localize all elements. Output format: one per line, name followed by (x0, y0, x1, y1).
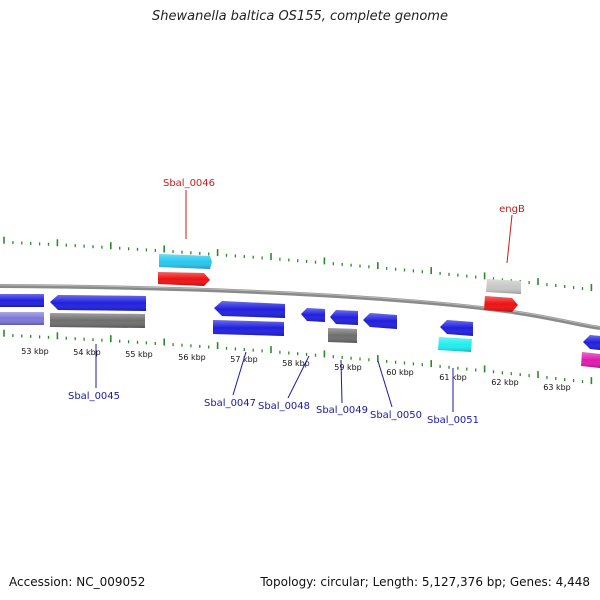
kbp-label: 63 kbp (543, 383, 571, 392)
gene-label-sbal-0046: Sbal_0046 (163, 178, 215, 189)
map-title: Shewanella baltica OS155, complete genom… (152, 9, 448, 24)
gene-sbal-0045[interactable] (50, 295, 146, 311)
gene-label-sbal-0049: Sbal_0049 (316, 405, 368, 416)
gene-sbal-0046[interactable] (158, 272, 210, 286)
gene-sbal-0046-misc[interactable] (159, 254, 212, 269)
kbp-scale-labels: 53 kbp 54 kbp 55 kbp 56 kbp 57 kbp 58 kbp 59 k… (21, 347, 571, 392)
kbp-label: 55 kbp (125, 350, 153, 359)
kbp-label: 59 kbp (334, 363, 362, 372)
gene-right-partial[interactable] (583, 335, 600, 350)
gene-sbal-0051[interactable] (440, 320, 473, 336)
gene-sbal-0045-misc[interactable] (50, 313, 145, 328)
gene-label-sbal-0051: Sbal_0051 (427, 415, 479, 426)
gene-sbal-0047-misc[interactable] (213, 320, 284, 336)
genome-backbone (0, 284, 600, 330)
kbp-label: 60 kbp (386, 368, 414, 377)
lower-tick-ruler (3, 329, 593, 385)
kbp-label: 56 kbp (178, 353, 206, 362)
gene-right-partial-misc[interactable] (581, 352, 600, 368)
gene-label-sbal-0045: Sbal_0045 (68, 391, 120, 402)
gene-label-sbal-0048: Sbal_0048 (258, 401, 310, 412)
accession-text: Accession: NC_009052 (9, 575, 146, 589)
kbp-label: 54 kbp (73, 348, 101, 357)
kbp-label: 62 kbp (491, 378, 519, 387)
label-leaders (95, 190, 513, 412)
kbp-label: 58 kbp (282, 359, 310, 368)
gene-label-engb: engB (499, 204, 525, 215)
gene-sbal-0047[interactable] (214, 301, 285, 318)
kbp-label: 53 kbp (21, 347, 49, 356)
gene-label-sbal-0047: Sbal_0047 (204, 398, 256, 409)
gene-sbal-0050[interactable] (363, 313, 397, 329)
gene-engb-misc[interactable] (486, 279, 521, 294)
gene-sbal-0051-misc[interactable] (438, 337, 472, 352)
gene-left-partial-misc[interactable] (0, 312, 44, 325)
gene-label-sbal-0050: Sbal_0050 (370, 410, 422, 421)
gene-sbal-0048[interactable] (301, 308, 325, 322)
genome-summary-text: Topology: circular; Length: 5,127,376 bp… (260, 575, 590, 589)
gene-sbal-0049[interactable] (330, 310, 358, 325)
gene-sbal-0049-misc[interactable] (328, 328, 357, 343)
gene-left-partial[interactable] (0, 294, 44, 307)
gene-engb[interactable] (484, 296, 518, 312)
